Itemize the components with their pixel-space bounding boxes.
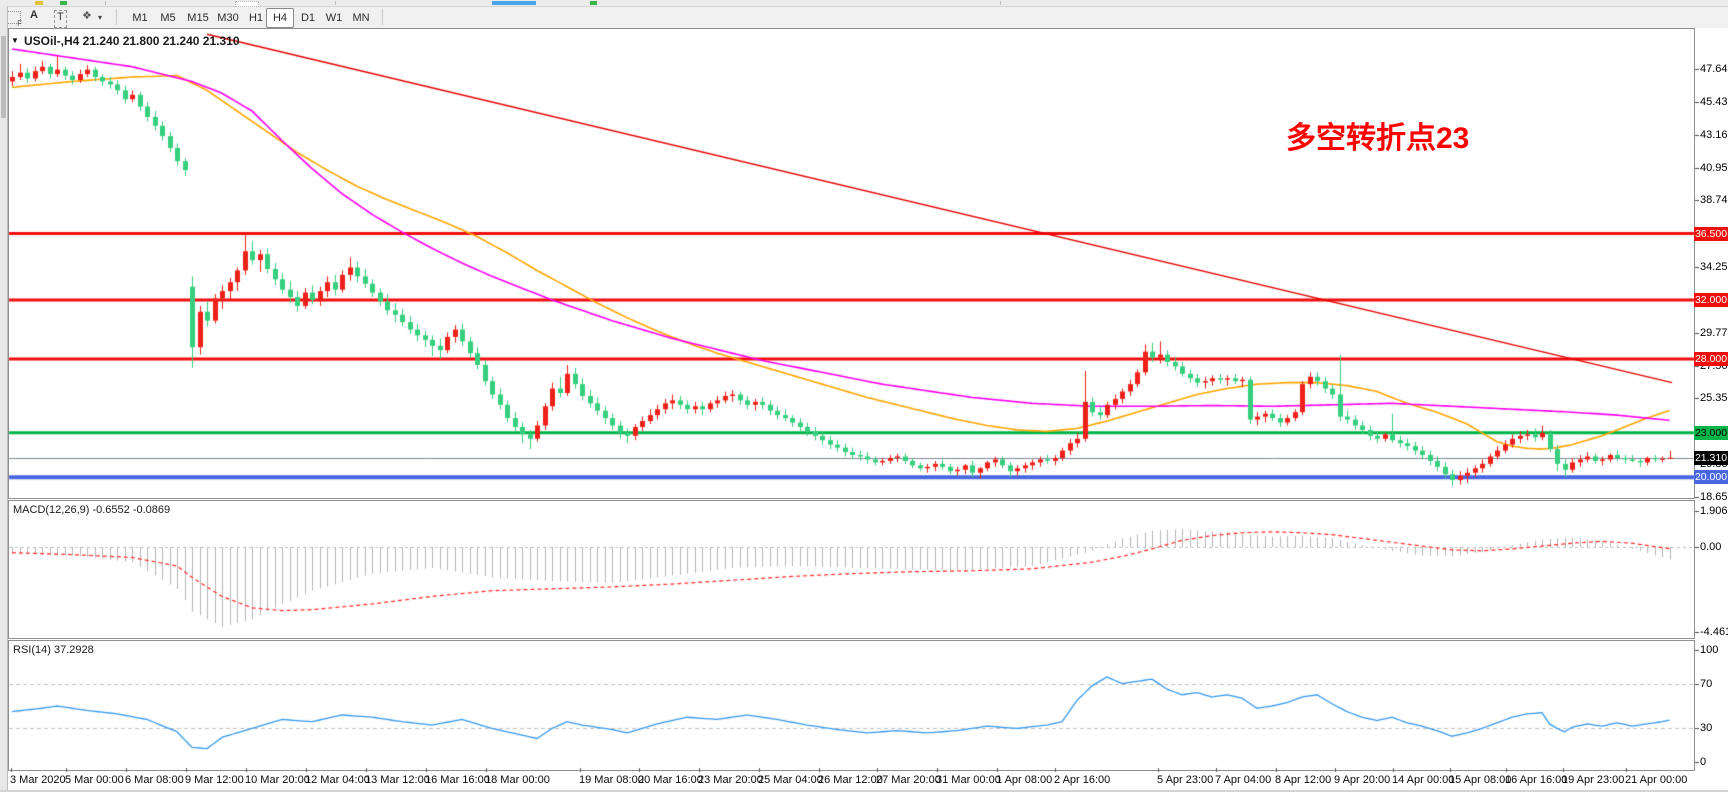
time-axis-label: 1 Apr 08:00 [996, 774, 1053, 786]
time-axis-label: 19 Apr 23:00 [1562, 774, 1625, 786]
macd-scale-tick: -4.4614 [1700, 626, 1728, 638]
rsi-scale-tick: 30 [1700, 722, 1713, 734]
price-level-tag: 20.000 [1694, 470, 1728, 485]
time-axis-label: 2 Apr 16:00 [1054, 774, 1111, 786]
time-axis-label: 5 Apr 23:00 [1157, 774, 1214, 786]
rsi-indicator-label: RSI(14) 37.2928 [13, 644, 94, 656]
price-tick: 38.740 [1700, 194, 1728, 207]
price-tick: 29.770 [1700, 326, 1728, 339]
time-axis-label: 26 Mar 12:00 [818, 774, 883, 786]
time-axis-label: 10 Mar 20:00 [245, 774, 310, 786]
price-level-tag: 36.500 [1694, 226, 1728, 241]
chart-symbol-title: USOil-,H4 21.240 21.800 21.240 21.310 [24, 34, 240, 48]
price-tick: 18.655 [1700, 491, 1728, 503]
current-price-tag: 21.310 [1694, 450, 1728, 465]
macd-scale-tick: 0.00 [1700, 541, 1722, 553]
time-axis-label: 27 Mar 20:00 [876, 774, 941, 786]
time-axis-label: 12 Mar 04:00 [305, 774, 370, 786]
time-axis-label: 18 Mar 00:00 [485, 774, 550, 786]
macd-indicator-label: MACD(12,26,9) -0.6552 -0.0869 [13, 504, 171, 516]
price-level-tag: 28.000 [1694, 352, 1728, 367]
time-axis-label: 8 Apr 12:00 [1275, 774, 1332, 786]
time-axis-label: 19 Mar 08:00 [579, 774, 644, 786]
price-tick: 40.950 [1700, 161, 1728, 174]
price-level-tag: 32.000 [1694, 292, 1728, 307]
rsi-scale-tick: 0 [1700, 756, 1707, 768]
price-tick: 25.350 [1700, 392, 1728, 405]
price-tick: 43.160 [1700, 129, 1728, 142]
time-axis-label: 20 Mar 16:00 [638, 774, 703, 786]
time-axis-label: 16 Mar 16:00 [425, 774, 490, 786]
price-tick: 45.435 [1700, 95, 1728, 108]
time-axis-label: 31 Mar 00:00 [936, 774, 1001, 786]
time-axis-label: 23 Mar 20:00 [698, 774, 763, 786]
price-tick: 34.255 [1700, 260, 1728, 273]
time-axis-label: 16 Apr 16:00 [1505, 774, 1568, 786]
chart-collapse-arrow-icon[interactable]: ▼ [11, 36, 19, 45]
time-axis-label: 15 Apr 08:00 [1449, 774, 1512, 786]
time-axis-label: 9 Apr 20:00 [1334, 774, 1391, 786]
price-level-tag: 23.000 [1694, 425, 1728, 440]
time-axis-label: 9 Mar 12:00 [185, 774, 244, 786]
time-axis-label: 13 Mar 12:00 [365, 774, 430, 786]
macd-scale-tick: 1.9069 [1700, 505, 1728, 517]
time-axis-label: 5 Mar 00:00 [65, 774, 124, 786]
rsi-scale-tick: 100 [1700, 644, 1719, 656]
chart-annotation-text[interactable]: 多空转折点23 [1286, 122, 1470, 155]
price-tick: 47.645 [1700, 63, 1728, 75]
rsi-scale-tick: 70 [1700, 678, 1713, 690]
time-axis-label: 21 Apr 00:00 [1625, 774, 1688, 786]
time-axis-label: 3 Mar 2020 [10, 774, 66, 786]
time-axis-label: 14 Apr 00:00 [1392, 774, 1455, 786]
time-axis-label: 25 Mar 04:00 [758, 774, 823, 786]
time-axis-label: 7 Apr 04:00 [1215, 774, 1272, 786]
time-axis-label: 6 Mar 08:00 [125, 774, 184, 786]
